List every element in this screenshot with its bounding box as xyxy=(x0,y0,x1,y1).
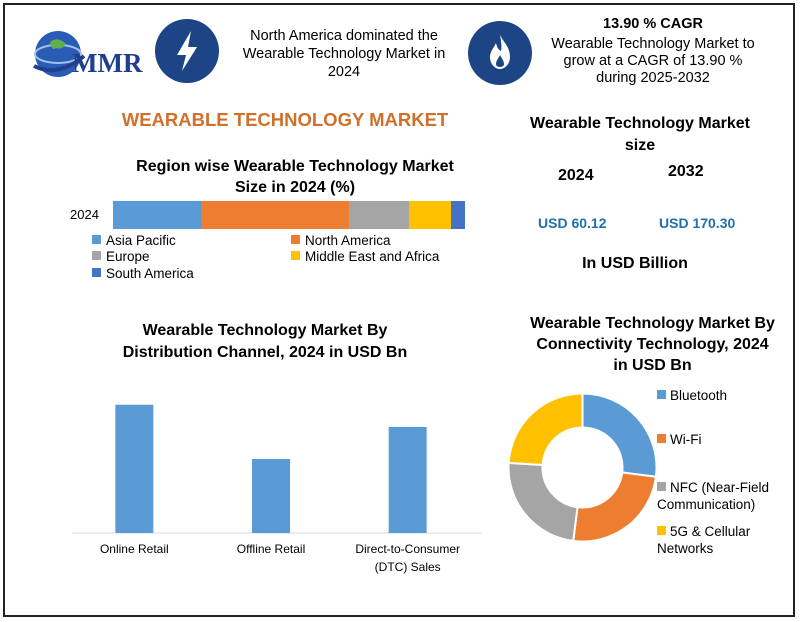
region-bar-segment-middle-east-and-africa xyxy=(408,201,451,229)
headline-text: North America dominated the Wearable Tec… xyxy=(242,28,446,80)
region-bar-year-label: 2024 xyxy=(70,207,99,222)
cagr-text: Wearable Technology Market to grow at a … xyxy=(551,36,755,86)
pie-legend-bluetooth: Bluetooth xyxy=(657,387,727,404)
globe-icon xyxy=(33,31,86,77)
legend-swatch xyxy=(657,434,666,443)
legend-swatch xyxy=(92,235,101,244)
legend-label: Europe xyxy=(106,249,150,264)
distribution-category-label: Online Retail xyxy=(100,542,169,556)
size-year-2032: 2032 xyxy=(668,163,704,180)
connectivity-donut-chart xyxy=(507,392,658,543)
legend-asia-pacific: Asia Pacific xyxy=(92,233,176,249)
connectivity-chart-title: Wearable Technology Market By Connectivi… xyxy=(530,315,775,374)
legend-swatch xyxy=(291,251,300,260)
distribution-category-label: Offline Retail xyxy=(237,542,305,556)
pie-legend-wifi: Wi-Fi xyxy=(657,431,701,448)
legend-label: North America xyxy=(305,233,391,248)
size-year-2024: 2024 xyxy=(558,167,594,184)
size-unit-label: In USD Billion xyxy=(582,255,688,272)
donut-slice-0 xyxy=(581,392,658,478)
distribution-chart-title: Wearable Technology Market By Distributi… xyxy=(122,322,408,361)
distribution-bar-0 xyxy=(115,404,154,533)
legend-south-america: South America xyxy=(92,266,194,282)
donut-slice-2 xyxy=(507,461,579,543)
mmr-logo: MMR xyxy=(28,24,153,84)
pie-legend-nfc: NFC (Near-Field Communication) xyxy=(657,479,787,513)
legend-north-america: North America xyxy=(291,233,391,249)
lightning-icon xyxy=(155,19,219,83)
legend-label: Bluetooth xyxy=(670,388,728,403)
distribution-bar-2 xyxy=(388,426,427,533)
distribution-category-label: Direct-to-Consumer (DTC) Sales xyxy=(355,542,460,574)
size-value-2024: USD 60.12 xyxy=(538,215,607,231)
legend-label: South America xyxy=(106,266,194,281)
legend-label: 5G & Cellular Networks xyxy=(657,524,751,556)
legend-swatch xyxy=(92,268,101,277)
legend-swatch xyxy=(291,235,300,244)
distribution-bar-chart: Online Retail Offline Retail Direct-to-Con… xyxy=(72,404,482,574)
logo-text: MMR xyxy=(72,48,143,78)
legend-label: Asia Pacific xyxy=(106,233,176,248)
region-chart-title: Region wise Wearable Technology Market S… xyxy=(136,158,454,196)
legend-swatch xyxy=(657,526,666,535)
legend-swatch xyxy=(657,390,666,399)
distribution-bar-1 xyxy=(252,459,290,533)
region-bar-segment-asia-pacific xyxy=(113,201,201,229)
pie-legend-5g: 5G & Cellular Networks xyxy=(657,523,767,557)
legend-label: NFC (Near-Field Communication) xyxy=(657,480,770,512)
legend-label: Wi-Fi xyxy=(670,432,702,447)
infographic-frame xyxy=(3,3,795,617)
donut-slice-1 xyxy=(572,471,658,543)
donut-slice-3 xyxy=(507,392,584,467)
region-bar-segment-south-america xyxy=(450,201,465,229)
main-title: WEARABLE TECHNOLOGY MARKET xyxy=(121,109,449,130)
legend-label: Middle East and Africa xyxy=(305,249,440,264)
cagr-title: 13.90 % CAGR xyxy=(603,16,703,32)
legend-swatch xyxy=(657,482,666,491)
size-value-2032: USD 170.30 xyxy=(659,215,736,231)
region-bar-segment-north-america xyxy=(201,201,349,229)
flame-icon xyxy=(468,21,532,85)
region-stacked-bar xyxy=(113,201,465,229)
market-size-title: Wearable Technology Market size xyxy=(530,115,750,154)
legend-swatch xyxy=(92,251,101,260)
legend-europe: Europe xyxy=(92,249,150,265)
legend-mea: Middle East and Africa xyxy=(291,249,439,265)
region-bar-segment-europe xyxy=(348,201,409,229)
